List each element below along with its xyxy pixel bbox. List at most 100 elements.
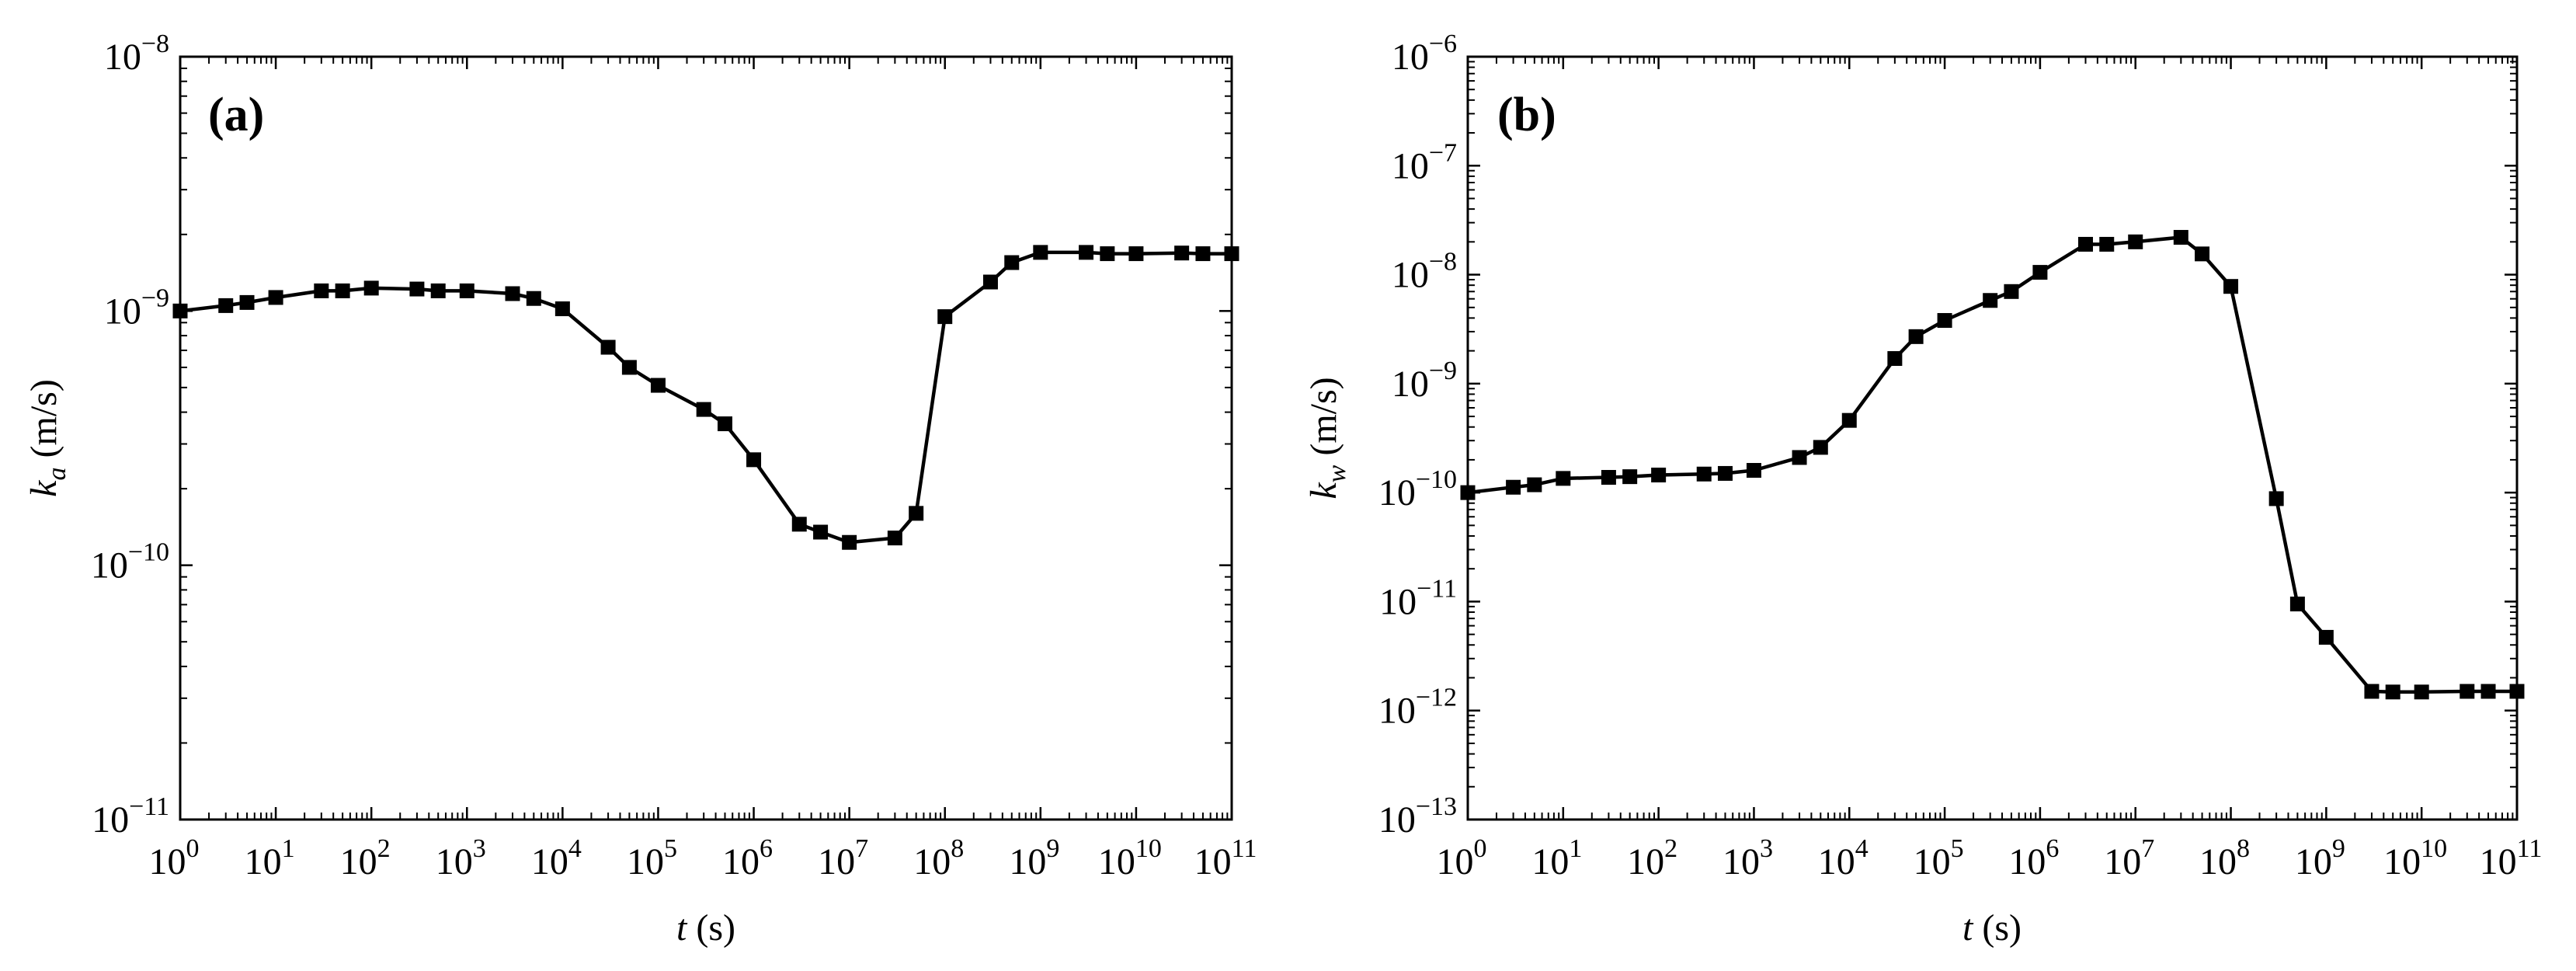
panel-a-series [172, 245, 1239, 550]
x-tick-exp: 10 [1135, 834, 1162, 863]
panel-a-plot-frame [179, 55, 1233, 821]
data-point-marker [909, 506, 924, 521]
data-point-marker [1033, 245, 1048, 260]
x-tick-exp: 11 [1232, 834, 1257, 863]
y-tick-exp: −7 [1429, 138, 1457, 167]
x-tick-label: 100 [149, 834, 200, 882]
data-point-marker [505, 286, 520, 301]
panel-a-ylabel-var: k [23, 479, 64, 497]
x-tick-base: 10 [722, 841, 760, 882]
data-point-marker [2223, 279, 2239, 294]
data-point-marker [813, 524, 829, 540]
chart-panel-a: 100 101 102 103 104 105 106 107 108 109 1010 101110… [23, 30, 1257, 948]
panel-b-series [1460, 230, 2525, 700]
data-point-marker [600, 339, 616, 355]
x-tick-label: 108 [913, 834, 964, 882]
data-point-marker [650, 378, 666, 393]
data-point-marker [1556, 471, 1571, 486]
data-point-marker [430, 283, 446, 298]
x-tick-label: 1010 [2383, 834, 2447, 882]
data-point-marker [2364, 684, 2380, 699]
y-tick-base: 10 [1378, 691, 1416, 732]
x-tick-label: 104 [1818, 834, 1869, 882]
data-point-marker [1651, 468, 1667, 483]
x-tick-exp: 10 [2421, 834, 2447, 863]
data-point-marker [1792, 450, 1807, 465]
data-point-marker [1696, 466, 1712, 482]
data-point-marker [2173, 230, 2188, 245]
x-tick-label: 1011 [2480, 834, 2543, 882]
x-tick-label: 103 [436, 834, 486, 882]
y-tick-base: 10 [1378, 472, 1416, 513]
y-tick-base: 10 [92, 799, 129, 840]
y-tick-exp: −9 [141, 284, 169, 312]
data-point-marker [2004, 284, 2019, 299]
x-tick-label: 107 [2104, 834, 2154, 882]
panel-a-xlabel-unit: (s) [696, 907, 735, 948]
y-tick-exp: −12 [1416, 684, 1457, 712]
data-point-marker [1937, 313, 1952, 329]
x-tick-base: 10 [436, 841, 473, 882]
data-point-marker [1527, 477, 1542, 492]
x-tick-exp: 1 [1569, 834, 1582, 863]
panel-b-xlabel-unit: (s) [1982, 907, 2022, 948]
x-tick-base: 10 [1009, 841, 1046, 882]
data-point-marker [621, 360, 637, 375]
data-point-marker [1174, 245, 1190, 261]
panel-a-label: (a) [208, 89, 264, 141]
x-tick-exp: 4 [1855, 834, 1869, 863]
x-tick-exp: 0 [1474, 834, 1487, 863]
data-point-marker [335, 283, 350, 298]
y-tick-base: 10 [1392, 37, 1429, 78]
data-point-marker [2032, 265, 2048, 280]
panel-b-ylabel-var: k [1303, 482, 1344, 499]
data-point-marker [554, 301, 570, 317]
data-point-marker [842, 534, 857, 550]
data-point-marker [791, 517, 807, 532]
y-tick-exp: −11 [129, 792, 169, 821]
x-tick-label: 104 [531, 834, 582, 882]
data-point-marker [2195, 246, 2210, 262]
x-tick-exp: 5 [1951, 834, 1964, 863]
panel-b-plot-frame [1466, 55, 2519, 821]
y-tick-label: 10−8 [1392, 248, 1457, 296]
series-line-k_a [179, 250, 1232, 545]
x-tick-exp: 3 [1760, 834, 1773, 863]
data-point-marker [717, 416, 732, 432]
x-tick-exp: 7 [2141, 834, 2154, 863]
x-tick-exp: 4 [568, 834, 582, 863]
x-tick-base: 10 [1098, 841, 1135, 882]
data-point-marker [937, 309, 953, 325]
x-tick-label: 106 [722, 834, 773, 882]
data-point-marker [363, 280, 379, 296]
panel-b-ylabel: kw (m/s) [1303, 377, 1351, 499]
x-tick-exp: 9 [2332, 834, 2345, 863]
y-tick-label: 10−13 [1378, 792, 1457, 840]
y-tick-base: 10 [104, 291, 141, 332]
y-tick-exp: −11 [1417, 574, 1457, 603]
y-tick-label: 10−7 [1392, 138, 1457, 186]
data-point-marker [1079, 245, 1094, 260]
data-point-marker [268, 290, 283, 305]
x-tick-base: 10 [1723, 841, 1760, 882]
x-tick-exp: 2 [1664, 834, 1677, 863]
panel-a-ticks: 100 101 102 103 104 105 106 107 108 109 1010 101110… [91, 30, 1257, 882]
y-tick-label: 10−12 [1378, 684, 1457, 732]
data-point-marker [2289, 597, 2305, 612]
x-tick-label: 101 [1531, 834, 1582, 882]
data-point-marker [1128, 246, 1144, 262]
x-tick-exp: 7 [855, 834, 868, 863]
panel-b-label: (b) [1497, 89, 1556, 141]
x-tick-base: 10 [1818, 841, 1855, 882]
y-tick-base: 10 [1379, 581, 1417, 622]
x-tick-label: 109 [2295, 834, 2345, 882]
x-tick-exp: 6 [760, 834, 773, 863]
y-tick-exp: −6 [1429, 30, 1457, 58]
y-tick-label: 10−8 [104, 30, 169, 78]
x-tick-exp: 11 [2517, 834, 2543, 863]
panel-a-xlabel: t (s) [676, 907, 735, 948]
y-tick-base: 10 [1392, 364, 1429, 405]
y-tick-exp: −13 [1416, 792, 1457, 821]
x-tick-label: 109 [1009, 834, 1059, 882]
y-tick-exp: −10 [128, 538, 169, 567]
